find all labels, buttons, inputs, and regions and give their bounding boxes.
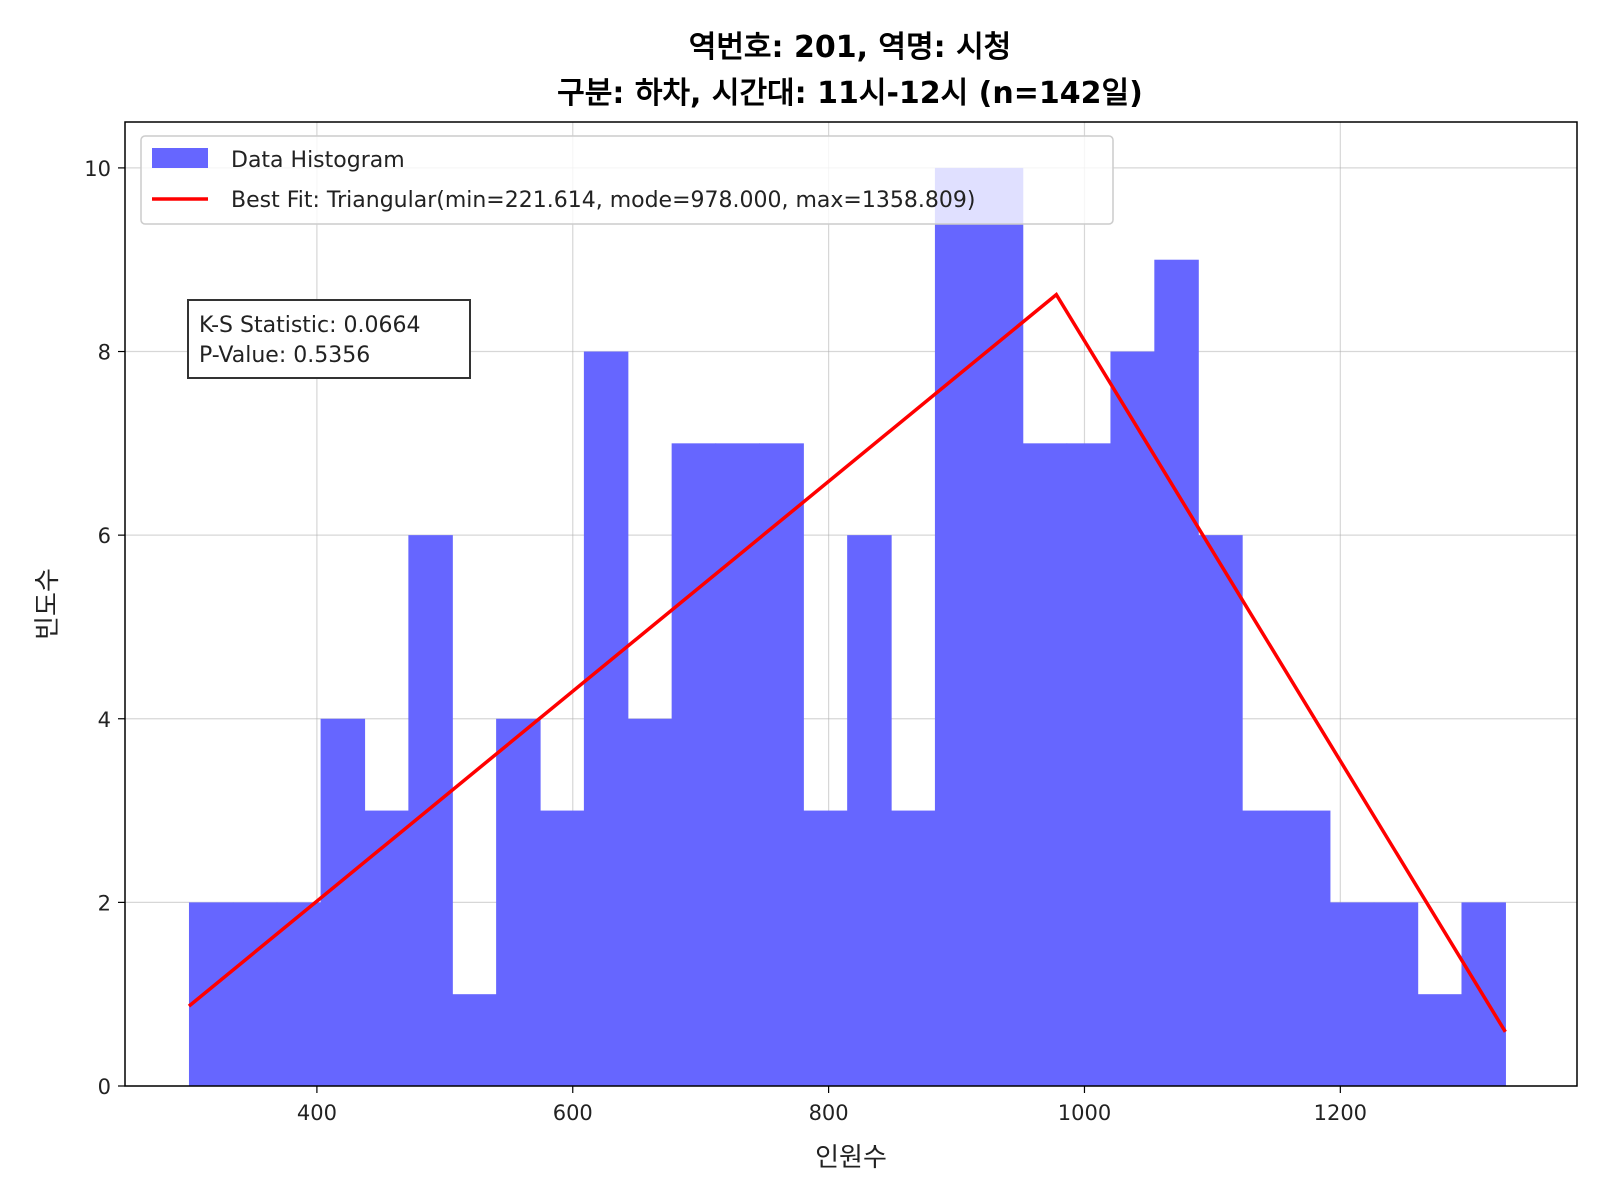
histogram-bar	[847, 535, 892, 1086]
legend: Data Histogram Best Fit: Triangular(min=…	[140, 135, 1114, 225]
y-tick-label: 10	[84, 157, 111, 181]
y-tick-label: 6	[98, 524, 111, 548]
x-tick-label: 800	[809, 1101, 849, 1125]
triangular-fit-line	[187, 291, 1507, 1033]
x-tick-label: 1000	[1058, 1101, 1111, 1125]
chart-title-line1: 역번호: 201, 역명: 시청	[689, 30, 1012, 65]
histogram-bar	[715, 443, 761, 1086]
legend-histogram-swatch	[152, 148, 208, 168]
p-value-text: P-Value: 0.5356	[199, 343, 370, 368]
plot-frame	[124, 121, 1578, 1087]
histogram-bar	[1285, 810, 1331, 1086]
y-tick-label: 0	[98, 1075, 111, 1099]
histogram-bar	[1154, 259, 1199, 1086]
histogram-bar	[1417, 994, 1463, 1086]
x-axis-ticks: 400 600 800 1000 1200	[297, 1086, 1367, 1125]
histogram-bar	[408, 535, 453, 1086]
x-tick-label: 400	[297, 1101, 337, 1125]
histogram-bar	[1110, 351, 1155, 1086]
fit-line-group	[187, 291, 1507, 1033]
histogram-bar	[583, 351, 629, 1086]
histogram-bar	[978, 167, 1024, 1086]
histogram-bar	[452, 994, 497, 1086]
histogram-bar	[627, 718, 673, 1086]
histogram-bar	[1066, 443, 1112, 1086]
histogram-bar	[891, 810, 936, 1086]
histogram-bar	[540, 810, 585, 1086]
histogram-bar	[232, 902, 278, 1086]
histogram-bar	[1373, 902, 1419, 1086]
histogram-bar	[1198, 535, 1243, 1086]
histogram-bar	[934, 167, 980, 1086]
histogram-bar	[1242, 810, 1287, 1086]
y-tick-label: 4	[98, 708, 111, 732]
x-axis-label: 인원수	[815, 1143, 887, 1173]
y-axis-ticks: 0 2 4 6 8 10	[84, 157, 125, 1099]
histogram-bar	[759, 443, 804, 1086]
chart-title-line2: 구분: 하차, 시간대: 11시-12시 (n=142일)	[557, 76, 1143, 111]
y-tick-label: 2	[98, 891, 111, 915]
ks-statistic-text: K-S Statistic: 0.0664	[199, 313, 421, 338]
legend-box	[140, 135, 1114, 225]
legend-histogram-label: Data Histogram	[231, 148, 405, 173]
histogram-bar	[188, 902, 234, 1086]
y-tick-label: 8	[98, 341, 111, 365]
histogram-bar	[1022, 443, 1068, 1086]
stats-annotation: K-S Statistic: 0.0664 P-Value: 0.5356	[187, 299, 471, 379]
y-axis-label: 빈도수	[33, 568, 63, 640]
stats-box	[187, 299, 471, 379]
histogram-bar	[496, 718, 541, 1086]
histogram-bars	[188, 167, 1506, 1086]
x-tick-label: 1200	[1314, 1101, 1367, 1125]
histogram-bar	[803, 810, 848, 1086]
histogram-bar	[364, 810, 409, 1086]
histogram-bar	[320, 718, 366, 1086]
x-tick-label: 600	[553, 1101, 593, 1125]
histogram-bar	[1329, 902, 1375, 1086]
histogram-bar	[276, 902, 322, 1086]
legend-fit-label: Best Fit: Triangular(min=221.614, mode=9…	[231, 188, 975, 213]
histogram-bar	[671, 443, 717, 1086]
